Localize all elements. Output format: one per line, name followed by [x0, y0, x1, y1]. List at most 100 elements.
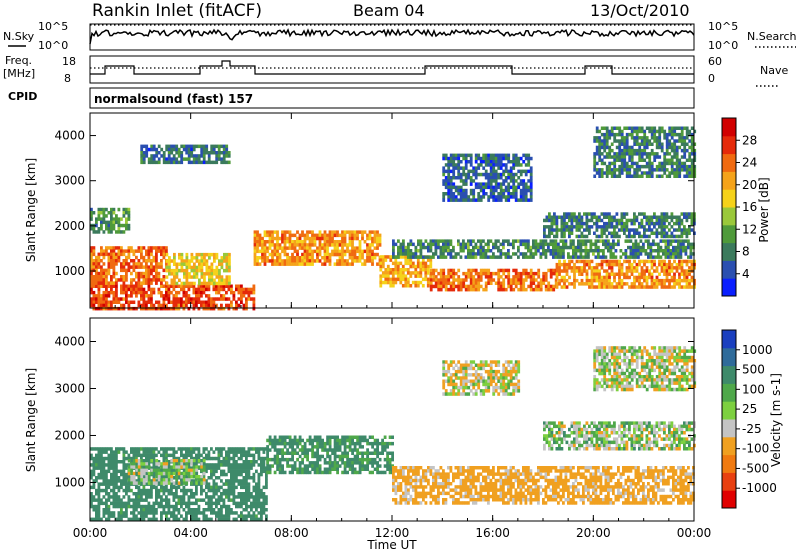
heatmap-cell [182, 294, 186, 298]
heatmap-cell [397, 249, 400, 253]
heatmap-cell [514, 271, 518, 276]
heatmap-cell [182, 306, 186, 311]
heatmap-cell [598, 272, 601, 276]
heatmap-cell [690, 174, 694, 178]
heatmap-cell [115, 246, 118, 250]
heatmap-cell [152, 157, 156, 161]
heatmap-cell [182, 300, 186, 304]
heatmap-cell [235, 303, 238, 308]
heatmap-cell [200, 492, 203, 496]
heatmap-cell [692, 252, 695, 256]
heatmap-cell [220, 259, 224, 263]
heatmap-cell [90, 255, 93, 260]
heatmap-cell [509, 185, 513, 190]
heatmap-cell [665, 285, 669, 289]
heatmap-cell [658, 129, 662, 134]
heatmap-cell [227, 303, 231, 308]
heatmap-cell [127, 249, 131, 253]
heatmap-cell [173, 259, 176, 263]
heatmap-cell [452, 255, 455, 259]
heatmap-cell [574, 252, 578, 256]
heatmap-cell [429, 271, 433, 276]
heatmap-cell [416, 258, 420, 262]
heatmap-cell [603, 259, 606, 264]
heatmap-cell [197, 157, 201, 161]
heatmap-cell [630, 158, 634, 162]
heatmap-cell [117, 485, 121, 490]
heatmap-cell [633, 148, 637, 153]
heatmap-cell [376, 252, 379, 257]
heatmap-cell [419, 268, 423, 272]
heatmap-cell [667, 242, 670, 247]
heatmap-cell [484, 153, 488, 158]
heatmap-cell [115, 297, 118, 301]
heatmap-cell [472, 281, 476, 285]
heatmap-cell [484, 255, 488, 259]
heatmap-cell [202, 450, 206, 454]
heatmap-cell [175, 504, 178, 509]
heatmap-cell [167, 447, 171, 451]
heatmap-cell [125, 488, 128, 493]
heatmap-cell [633, 212, 636, 216]
heatmap-cell [135, 450, 138, 454]
heatmap-cell [447, 156, 451, 161]
heatmap-cell [552, 284, 556, 289]
heatmap-cell [162, 268, 166, 273]
heatmap-cell [293, 240, 297, 244]
heatmap-cell [167, 151, 171, 155]
heatmap-cell [674, 252, 678, 256]
heatmap-cell [220, 511, 223, 515]
heatmap-cell [630, 126, 634, 130]
heatmap-cell [177, 306, 181, 311]
heatmap-cell [90, 214, 93, 218]
heatmap-cell [326, 249, 329, 254]
heatmap-cell [447, 271, 451, 276]
heatmap-cell [608, 171, 612, 175]
heatmap-cell [112, 262, 116, 266]
heatmap-cell [313, 236, 317, 241]
heatmap-cell [102, 281, 106, 285]
heatmap-cell [193, 275, 196, 279]
heatmap-cell [122, 207, 126, 212]
heatmap-cell [152, 287, 156, 292]
heatmap-cell [633, 139, 637, 143]
heatmap-cell [444, 242, 448, 247]
heatmap-cell [412, 255, 415, 259]
heatmap-cell [542, 281, 546, 285]
heatmap-cell [492, 195, 496, 199]
heatmap-cell [529, 275, 533, 279]
heatmap-cell [250, 290, 253, 295]
heatmap-cell [306, 236, 309, 241]
heatmap-cell [356, 233, 359, 238]
heatmap-cell [200, 154, 204, 158]
heatmap-cell [467, 245, 470, 250]
heatmap-cell [692, 242, 695, 247]
heatmap-cell [386, 277, 390, 282]
heatmap-cell [608, 259, 611, 264]
heatmap-cell [464, 176, 468, 180]
heatmap-cell [135, 498, 138, 502]
heatmap-cell [220, 144, 224, 149]
heatmap-cell [165, 259, 169, 263]
power-colorbar-label: Power [dB] [757, 177, 771, 242]
heatmap-cell [210, 268, 214, 273]
heatmap-cell [150, 160, 154, 165]
heatmap-cell [685, 142, 689, 146]
heatmap-cell [306, 252, 309, 257]
heatmap-cell [155, 495, 158, 499]
heatmap-cell [273, 249, 277, 254]
heatmap-cell [609, 252, 613, 256]
heatmap-cell [145, 492, 148, 496]
heatmap-cell [210, 472, 213, 477]
heatmap-cell [157, 265, 161, 269]
heatmap-cell [170, 504, 173, 509]
heatmap-cell [529, 182, 533, 186]
heatmap-cell [100, 268, 103, 273]
heatmap-cell [192, 290, 196, 295]
heatmap-cell [283, 246, 287, 250]
heatmap-cell [432, 252, 435, 256]
heatmap-cell [105, 300, 108, 304]
heatmap-cell [115, 230, 118, 234]
heatmap-cell [572, 249, 575, 253]
heatmap-cell [687, 255, 690, 259]
